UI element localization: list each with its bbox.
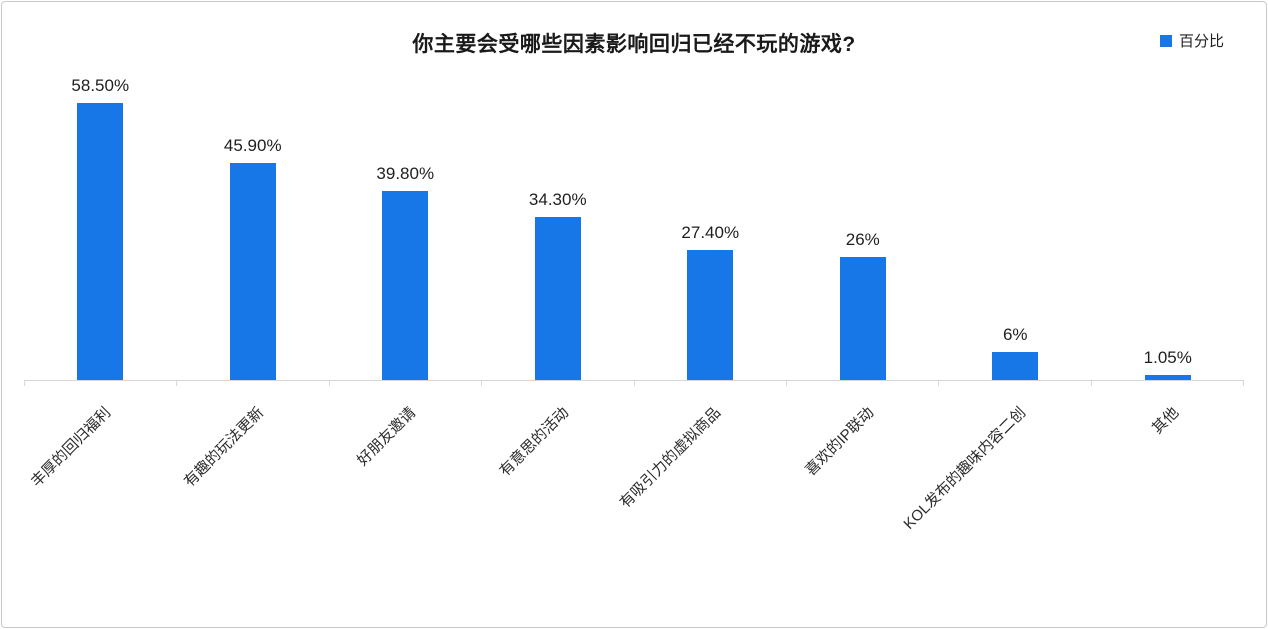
axis-tick — [177, 381, 330, 386]
bar-column: 58.50% — [24, 72, 177, 380]
legend-swatch-icon — [1159, 34, 1172, 47]
bar — [229, 162, 276, 380]
bar-value-label: 39.80% — [376, 164, 435, 184]
bar-value-label: 27.40% — [681, 223, 740, 243]
category-column: 喜欢的IP联动 — [787, 386, 940, 591]
bar-column: 27.40% — [634, 72, 787, 380]
x-axis-ticks — [24, 381, 1244, 386]
bar — [839, 256, 886, 380]
category-label: 有意思的活动 — [496, 404, 572, 480]
bar-value-label: 58.50% — [71, 75, 130, 95]
bars-container: 58.50% 45.90% 39.80% 34.30% 27.40% 26% 6% 1.05% — [24, 72, 1244, 380]
axis-tick — [330, 381, 483, 386]
bar-column: 45.90% — [177, 72, 330, 380]
axis-tick — [787, 381, 940, 386]
bar-value-label: 26% — [845, 229, 880, 249]
bar — [534, 217, 581, 380]
bar — [1144, 375, 1191, 380]
bar-column: 34.30% — [482, 72, 635, 380]
axis-tick — [24, 381, 178, 386]
category-column: 有趣的玩法更新 — [177, 386, 330, 591]
category-label: 好朋友邀请 — [354, 404, 420, 470]
category-label: 有趣的玩法更新 — [180, 404, 267, 491]
x-axis-line — [24, 380, 1244, 381]
category-column: 有意思的活动 — [482, 386, 635, 591]
plot-area: 58.50% 45.90% 39.80% 34.30% 27.40% 26% 6% 1.05%… — [2, 72, 1266, 591]
bar-value-label: 1.05% — [1143, 348, 1192, 368]
axis-tick — [482, 381, 635, 386]
bar-value-label: 6% — [1002, 324, 1028, 344]
legend: 百分比 — [1159, 30, 1224, 51]
category-column: 好朋友邀请 — [329, 386, 482, 591]
category-label: 喜欢的IP联动 — [801, 404, 877, 480]
category-column: 丰厚的回归福利 — [24, 386, 177, 591]
bar — [77, 102, 124, 380]
bar-column: 39.80% — [329, 72, 482, 380]
bar-column: 6% — [939, 72, 1092, 380]
category-labels: 丰厚的回归福利 有趣的玩法更新 好朋友邀请 有意思的活动 有吸引力的虚拟商品 喜欢的IP联… — [24, 386, 1244, 591]
bar — [382, 191, 429, 380]
axis-tick — [939, 381, 1092, 386]
bar — [687, 250, 734, 380]
category-column: 有吸引力的虚拟商品 — [617, 386, 787, 591]
bar-column: 1.05% — [1092, 72, 1245, 380]
bar-value-label: 45.90% — [223, 135, 282, 155]
axis-tick — [1092, 381, 1244, 386]
legend-label: 百分比 — [1178, 33, 1224, 50]
bar — [992, 351, 1039, 380]
category-label: 丰厚的回归福利 — [28, 404, 115, 491]
bar-column: 26% — [787, 72, 940, 380]
category-column: KOL发布的趣味内容二创 — [901, 386, 1092, 591]
chart-title: 你主要会受哪些因素影响回归已经不玩的游戏? — [412, 33, 856, 56]
category-column: 其他 — [1092, 386, 1245, 591]
chart-header: 你主要会受哪些因素影响回归已经不玩的游戏? 百分比 — [2, 2, 1266, 72]
bar-value-label: 34.30% — [528, 190, 587, 210]
category-label: 其他 — [1148, 404, 1182, 438]
axis-tick — [635, 381, 787, 386]
